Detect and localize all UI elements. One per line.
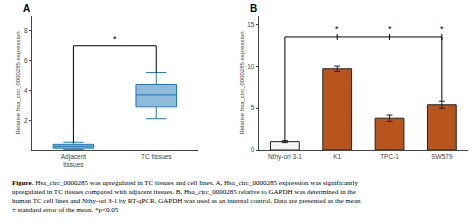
svg-text:*: * [113,34,117,44]
svg-text:Relative hsa_circ_0000285 expr: Relative hsa_circ_0000285 expression [15,31,21,134]
svg-text:*: * [388,24,392,34]
svg-text:K1: K1 [333,153,341,160]
svg-text:SW579: SW579 [431,153,453,160]
svg-text:TC tissues: TC tissues [141,153,172,160]
svg-text:2: 2 [24,116,28,123]
svg-text:10: 10 [247,63,255,70]
svg-text:*: * [440,24,444,34]
svg-text:15: 15 [247,21,255,28]
svg-text:Relative hsa_circ_0000285 expr: Relative hsa_circ_0000285 expression [239,31,245,134]
svg-text:B: B [250,3,257,14]
svg-text:Adjacenttissues: Adjacenttissues [61,153,86,168]
svg-text:5: 5 [251,104,255,111]
svg-text:*: * [335,24,339,34]
svg-text:6: 6 [24,57,28,64]
svg-text:Nthy-ori 3-1: Nthy-ori 3-1 [268,153,302,161]
svg-text:4: 4 [24,87,28,94]
svg-text:Figure. Hsa_circ_0000285 was u: Figure. Hsa_circ_0000285 was upregulated… [12,179,361,214]
svg-text:A: A [23,3,30,14]
svg-text:0: 0 [251,146,255,153]
svg-text:8: 8 [24,27,28,34]
svg-text:TPC-1: TPC-1 [380,153,399,160]
